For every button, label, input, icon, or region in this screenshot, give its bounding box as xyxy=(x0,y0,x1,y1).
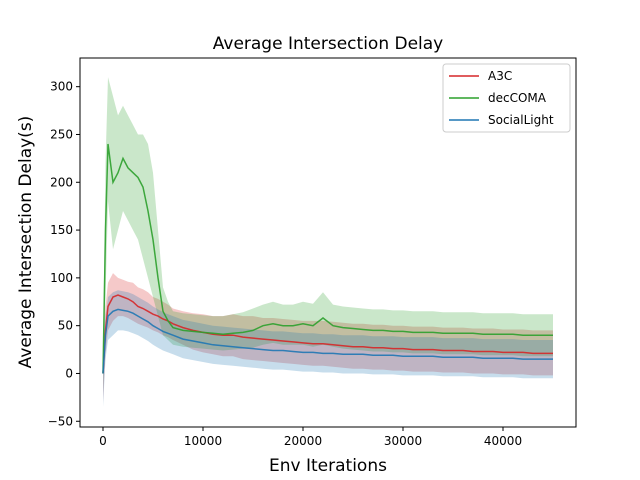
y-tick-label: 300 xyxy=(50,80,73,94)
confidence-bands xyxy=(103,77,553,407)
series-lines xyxy=(102,143,553,374)
legend: A3C decCOMA SocialLight xyxy=(442,63,571,133)
legend-box xyxy=(442,63,571,133)
y-tick-label: −50 xyxy=(48,414,73,428)
legend-label-deccoma: decCOMA xyxy=(488,91,547,105)
y-tick-label: 50 xyxy=(58,319,73,333)
x-tick-label: 10000 xyxy=(184,434,222,448)
series-line-deccoma xyxy=(102,143,553,374)
band-deccoma xyxy=(103,77,553,393)
series-line-sociallight xyxy=(102,308,553,374)
chart-title: Average Intersection Delay xyxy=(213,34,444,54)
x-tick-label: 20000 xyxy=(284,434,322,448)
band-sociallight xyxy=(103,290,553,407)
y-tick-label: 200 xyxy=(50,175,73,189)
x-axis: 0 10000 20000 30000 40000 xyxy=(99,427,522,448)
y-tick-label: 100 xyxy=(50,271,73,285)
series-line-a3c xyxy=(102,294,553,374)
legend-label-a3c: A3C xyxy=(488,69,512,83)
x-tick-label: 40000 xyxy=(484,434,522,448)
x-tick-label: 30000 xyxy=(384,434,422,448)
y-tick-label: 150 xyxy=(50,223,73,237)
x-axis-title: Env Iterations xyxy=(269,456,387,476)
y-axis: −50 0 50 100 150 200 250 300 xyxy=(48,80,80,428)
x-tick-label: 0 xyxy=(99,434,107,448)
y-tick-label: 0 xyxy=(65,366,73,380)
band-a3c xyxy=(103,273,553,403)
y-tick-label: 250 xyxy=(50,127,73,141)
y-axis-title: Average Intersection Delay(s) xyxy=(16,116,36,369)
plot-frame xyxy=(79,57,577,428)
legend-label-sociallight: SocialLight xyxy=(488,113,554,127)
